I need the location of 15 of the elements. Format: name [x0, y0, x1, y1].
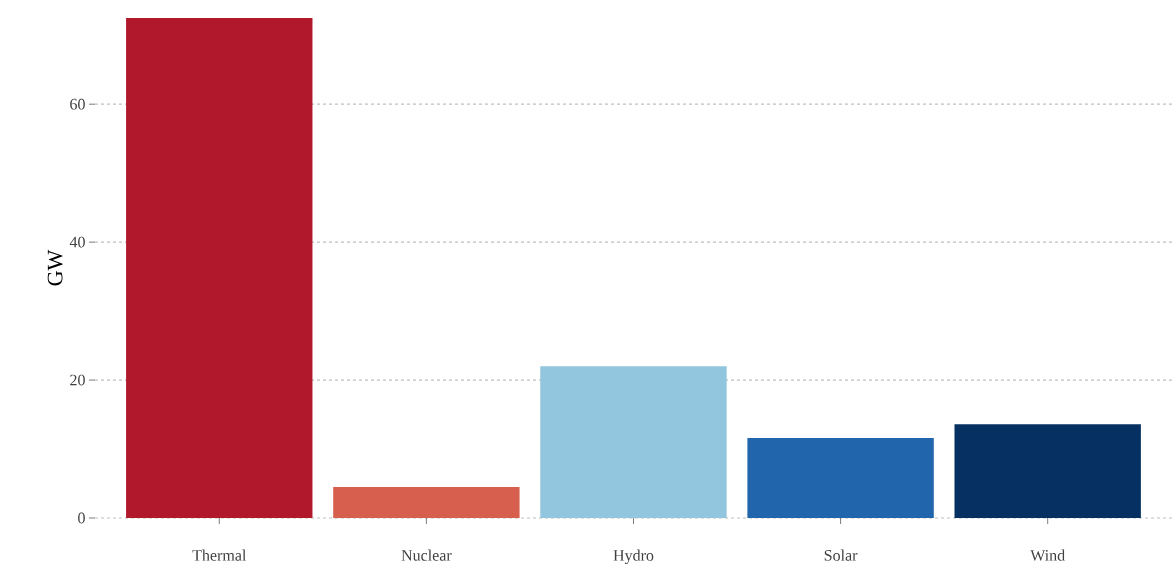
x-tick-label: Wind	[1030, 549, 1065, 561]
x-tick-label: Solar	[824, 549, 858, 561]
x-tick-label: Thermal	[192, 549, 247, 561]
bar	[747, 437, 934, 518]
x-tick-label: Nuclear	[401, 549, 452, 561]
y-tick-label: 40	[69, 236, 85, 248]
x-tick-label: Hydro	[613, 549, 654, 565]
y-axis-title: GW	[47, 249, 63, 286]
y-tick-label: 60	[70, 98, 85, 110]
y-tick-label: 0	[78, 512, 85, 524]
bar	[954, 424, 1141, 518]
bar	[333, 486, 520, 518]
bar	[126, 18, 313, 518]
y-tick-label: 20	[70, 374, 85, 386]
bar	[540, 366, 727, 518]
